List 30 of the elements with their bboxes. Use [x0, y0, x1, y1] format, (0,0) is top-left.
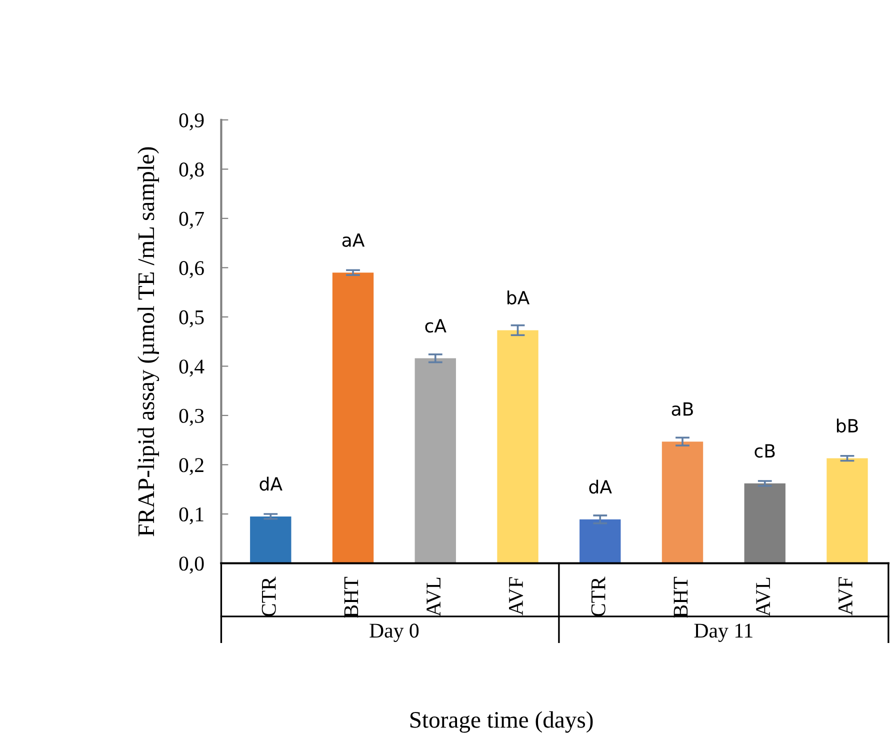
y-tick-label: 0,2 [179, 458, 204, 476]
y-tick-label: 0,3 [179, 408, 204, 426]
x-tick-label: AVL [756, 578, 770, 616]
x-tick-label: AVF [509, 577, 524, 616]
data-label: dA [260, 476, 282, 491]
x-tick-label: CTR [262, 576, 276, 616]
data-label: dA [589, 480, 612, 494]
y-tick-label: 0,1 [179, 507, 204, 524]
y-tick-label: 0,5 [179, 310, 204, 328]
y-tick-label: 0,4 [179, 360, 204, 377]
x-tick-label: AVF [838, 577, 853, 616]
y-tick-label: 0,8 [179, 162, 204, 180]
x-axis-title: Storage time (days) [410, 711, 593, 733]
text: Day 0 [370, 624, 419, 642]
data-label: aB [672, 402, 693, 416]
y-axis-title: FRAP-lipid assay (µmol TE /mL sample) [138, 147, 160, 536]
data-label: cA [425, 319, 446, 333]
y-tick-label: 0,7 [179, 212, 204, 229]
x-tick-label: BHT [674, 576, 688, 618]
data-label: cB [754, 444, 775, 458]
data-label: bA [507, 290, 530, 305]
x-tick-label: AVL [426, 578, 441, 616]
text: Day 11 [694, 624, 752, 642]
x-tick-label: BHT [344, 576, 358, 618]
x-tick-label: CTR [591, 576, 606, 616]
y-tick-label: 0,0 [179, 556, 204, 574]
y-tick-label: 0,6 [179, 261, 204, 278]
y-tick-label: 0,9 [179, 113, 204, 130]
data-label: bB [836, 418, 858, 433]
data-label: aA [342, 233, 365, 247]
